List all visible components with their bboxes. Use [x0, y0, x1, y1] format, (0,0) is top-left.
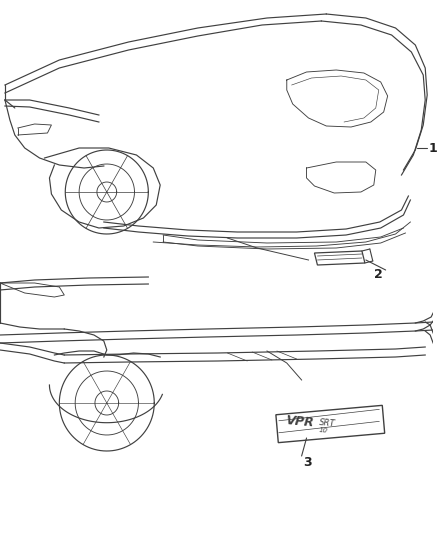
Text: 3: 3 — [304, 456, 312, 469]
Text: 10: 10 — [318, 426, 328, 433]
Text: SRT: SRT — [318, 418, 336, 428]
Text: VPR: VPR — [285, 414, 314, 430]
Text: 1: 1 — [428, 141, 437, 155]
Text: 2: 2 — [374, 269, 382, 281]
